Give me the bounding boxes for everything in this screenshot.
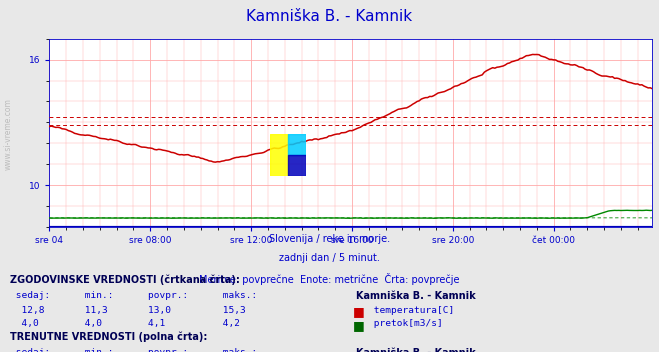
- Text: TRENUTNE VREDNOSTI (polna črta):: TRENUTNE VREDNOSTI (polna črta):: [10, 332, 208, 342]
- Text: 4,0        4,0        4,1          4,2: 4,0 4,0 4,1 4,2: [10, 319, 240, 328]
- Text: temperatura[C]: temperatura[C]: [368, 306, 454, 315]
- Text: sedaj:      min.:      povpr.:      maks.:: sedaj: min.: povpr.: maks.:: [10, 348, 257, 352]
- Text: Meritve: povprečne  Enote: metrične  Črta: povprečje: Meritve: povprečne Enote: metrične Črta:…: [199, 273, 460, 285]
- Text: pretok[m3/s]: pretok[m3/s]: [368, 319, 442, 328]
- Text: sedaj:      min.:      povpr.:      maks.:: sedaj: min.: povpr.: maks.:: [10, 291, 257, 301]
- Text: Kamniška B. - Kamnik: Kamniška B. - Kamnik: [246, 9, 413, 24]
- Text: Slovenija / reke in morje.: Slovenija / reke in morje.: [269, 234, 390, 244]
- Bar: [289, 155, 306, 176]
- Text: ZGODOVINSKE VREDNOSTI (črtkana črta):: ZGODOVINSKE VREDNOSTI (črtkana črta):: [10, 275, 240, 285]
- Bar: [270, 134, 289, 176]
- Text: ■: ■: [353, 306, 364, 319]
- Text: www.si-vreme.com: www.si-vreme.com: [4, 98, 13, 170]
- Text: Kamniška B. - Kamnik: Kamniška B. - Kamnik: [356, 348, 476, 352]
- Text: 12,8       11,3       13,0         15,3: 12,8 11,3 13,0 15,3: [10, 306, 246, 315]
- Text: ■: ■: [353, 319, 364, 332]
- Text: Kamniška B. - Kamnik: Kamniška B. - Kamnik: [356, 291, 476, 301]
- Bar: [289, 134, 306, 155]
- Text: zadnji dan / 5 minut.: zadnji dan / 5 minut.: [279, 253, 380, 263]
